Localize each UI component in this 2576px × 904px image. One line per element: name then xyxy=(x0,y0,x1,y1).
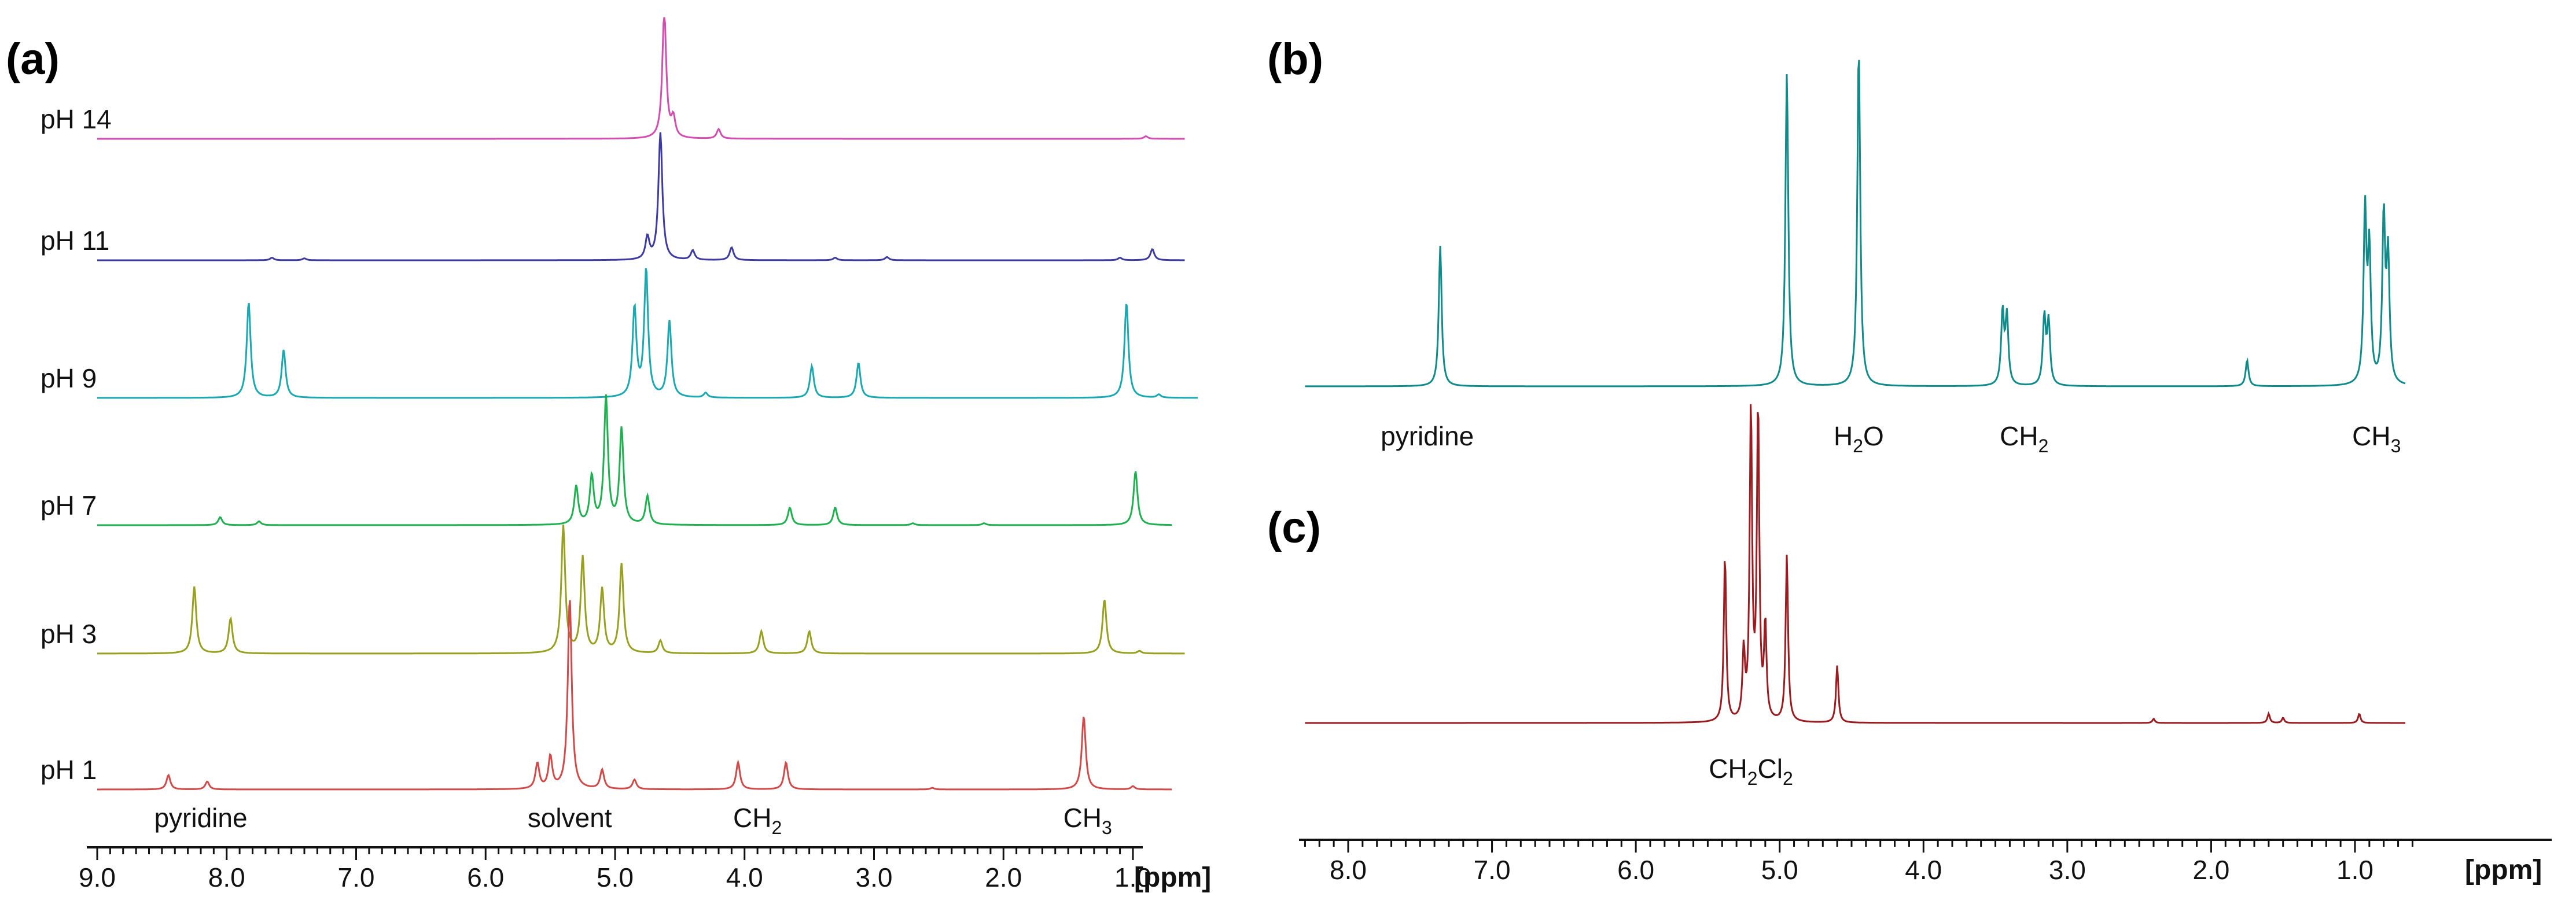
trace-ph-9 xyxy=(97,268,1198,399)
trace-spectrum-b xyxy=(1305,60,2406,388)
tick-label: 6.0 xyxy=(467,862,504,892)
panel-a-annotations: pyridine solvent CH2 CH3 xyxy=(154,803,1112,838)
tick-label: 9.0 xyxy=(79,862,116,892)
tick-label: 3.0 xyxy=(2049,855,2086,885)
series-label-ph-11: pH 11 xyxy=(41,226,109,256)
peak-annotation: pyridine xyxy=(154,803,247,833)
tick-label: 2.0 xyxy=(2192,855,2229,885)
tick-label: 1.0 xyxy=(2336,855,2373,885)
series-label-ph-3: pH 3 xyxy=(41,619,97,649)
trace-ph-3 xyxy=(97,524,1185,655)
peak-annotation: CH2 xyxy=(733,803,782,838)
peak-annotation: solvent xyxy=(528,803,612,833)
tick-label: 8.0 xyxy=(208,862,245,892)
tick-label: 6.0 xyxy=(1617,855,1654,885)
trace-spectrum-c xyxy=(1305,404,2405,724)
tick-label: 3.0 xyxy=(856,862,893,892)
panel-c-annotations: CH2Cl2 xyxy=(1709,754,1793,789)
peak-annotation: pyridine xyxy=(1381,421,1474,451)
panel-a-ph-labels: pH 14 pH 11 pH 9 pH 7 pH 3 pH 1 xyxy=(41,104,112,785)
peak-annotation: CH2 xyxy=(2000,421,2048,456)
series-label-ph-7: pH 7 xyxy=(41,490,97,521)
trace-ph-7 xyxy=(97,394,1172,526)
panel-bc-x-axis: 8.0 7.0 6.0 5.0 4.0 3.0 2.0 1.0 [ppm] xyxy=(1299,839,2552,885)
series-label-ph-14: pH 14 xyxy=(41,104,112,134)
peak-annotation: CH3 xyxy=(2352,421,2401,456)
tick-label: 2.0 xyxy=(985,862,1022,892)
series-label-ph-9: pH 9 xyxy=(41,363,97,393)
tick-label: 5.0 xyxy=(597,862,634,892)
tick-label: 4.0 xyxy=(1905,855,1942,885)
tick-label: 8.0 xyxy=(1330,855,1367,885)
peak-annotation: CH2Cl2 xyxy=(1709,754,1793,789)
x-axis-unit-label: [ppm] xyxy=(1134,862,1211,893)
panel-a-traces xyxy=(97,17,1198,791)
panel-bc-chart: pyridine H2O CH2 CH3 CH2Cl2 8.0 7.0 6.0 5.0 4.0… xyxy=(1299,60,2552,885)
peak-annotation: CH3 xyxy=(1063,803,1112,838)
panel-c-traces xyxy=(1305,404,2405,724)
tick-label: 4.0 xyxy=(726,862,763,892)
panel-label-b: (b) xyxy=(1267,35,1323,84)
trace-ph-1 xyxy=(97,600,1172,791)
tick-label: 7.0 xyxy=(338,862,375,892)
trace-ph-11 xyxy=(97,132,1185,261)
panel-b-traces xyxy=(1305,60,2406,388)
series-label-ph-1: pH 1 xyxy=(41,755,97,785)
tick-label: 1.0 xyxy=(1114,862,1151,892)
panel-label-c: (c) xyxy=(1267,503,1321,552)
trace-ph-14 xyxy=(97,17,1185,140)
peak-annotation: H2O xyxy=(1834,421,1884,456)
panel-label-a: (a) xyxy=(6,35,60,84)
panel-a-chart: pH 14 pH 11 pH 9 pH 7 pH 3 pH 1 9.0 8.0 7.0 6.0 5… xyxy=(41,17,1211,893)
tick-label: 7.0 xyxy=(1474,855,1511,885)
panel-b-annotations: pyridine H2O CH2 CH3 xyxy=(1381,421,2401,456)
tick-label: 5.0 xyxy=(1761,855,1798,885)
x-axis-unit-label: [ppm] xyxy=(2465,855,2542,885)
panel-a-x-axis: 9.0 8.0 7.0 6.0 5.0 4.0 3.0 2.0 1.0[ppm] xyxy=(79,846,1211,893)
